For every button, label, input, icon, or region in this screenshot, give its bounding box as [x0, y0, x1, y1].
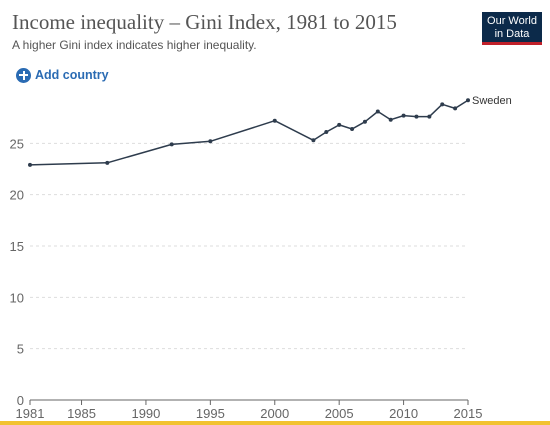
y-tick-label: 5	[17, 342, 24, 357]
data-point	[414, 114, 419, 119]
y-tick-label: 25	[10, 136, 24, 151]
owid-logo[interactable]: Our World in Data	[482, 12, 542, 45]
y-tick-label: 15	[10, 239, 24, 254]
plus-circle-icon	[16, 67, 31, 83]
data-point	[388, 117, 393, 122]
logo-line-1: Our World	[487, 15, 537, 27]
footer-accent-bar	[0, 421, 550, 425]
y-tick-label: 0	[17, 393, 24, 408]
x-tick-label: 1995	[196, 406, 225, 421]
data-point	[440, 102, 445, 107]
data-point	[324, 130, 329, 135]
add-country-label: Add country	[35, 68, 109, 82]
x-tick-label: 2010	[389, 406, 418, 421]
data-point	[105, 160, 110, 165]
data-point	[169, 142, 174, 147]
grid-layer	[30, 142, 468, 350]
series-layer: Sweden	[28, 95, 512, 167]
y-tick-label: 20	[10, 188, 24, 203]
data-point	[28, 162, 32, 167]
data-point	[272, 118, 277, 123]
data-point	[453, 106, 458, 111]
x-tick-label: 1985	[67, 406, 96, 421]
data-point	[350, 126, 355, 131]
y-tick-label: 10	[10, 290, 24, 305]
x-tick-label: 1990	[131, 406, 160, 421]
data-point	[311, 138, 316, 143]
data-point	[427, 114, 432, 119]
x-tick-label: 2000	[260, 406, 289, 421]
add-country-button[interactable]: Add country	[16, 66, 109, 84]
chart-subtitle: A higher Gini index indicates higher ine…	[12, 38, 257, 52]
data-point	[337, 122, 342, 127]
x-tick-label: 2015	[454, 406, 483, 421]
data-point	[208, 139, 213, 144]
data-point	[401, 113, 406, 118]
data-point	[362, 119, 367, 124]
series-line-sweden	[29, 99, 469, 166]
data-point	[375, 109, 380, 114]
chart-title: Income inequality – Gini Index, 1981 to …	[12, 10, 397, 34]
axis-layer: 0 5 10 15 20 25 1981 1985 1990 1995 2000 2005 2010 20…	[10, 136, 483, 421]
x-tick-label: 1981	[16, 406, 45, 421]
logo-line-2: in Data	[494, 28, 530, 40]
x-tick-label: 2005	[325, 406, 354, 421]
series-label-sweden: Sweden	[472, 95, 512, 107]
data-point	[466, 98, 470, 103]
